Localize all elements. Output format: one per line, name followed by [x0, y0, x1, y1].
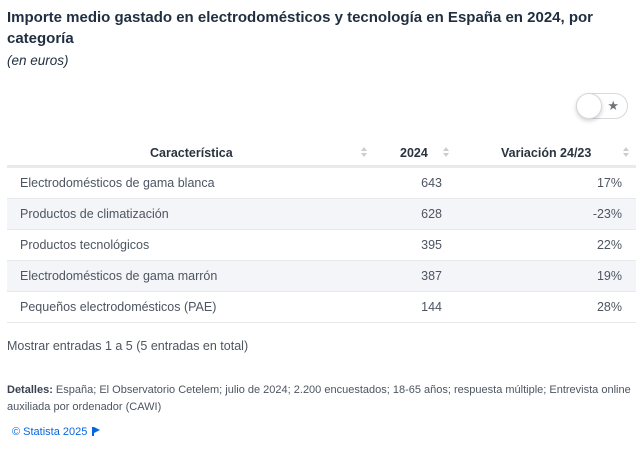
- sort-icon[interactable]: [442, 145, 450, 159]
- copyright-text[interactable]: © Statista 2025: [12, 426, 87, 438]
- page-title: Importe medio gastado en electrodoméstic…: [7, 7, 632, 49]
- column-header-2024[interactable]: 2024: [400, 146, 428, 160]
- details-body: España; El Observatorio Cetelem; julio d…: [7, 384, 631, 413]
- row-variation: 17%: [597, 176, 622, 190]
- row-name: Productos de climatización: [20, 207, 169, 221]
- row-name: Electrodomésticos de gama marrón: [20, 269, 217, 283]
- table-row: Electrodomésticos de gama marrón 387 19%: [7, 261, 636, 292]
- row-value: 395: [421, 238, 442, 252]
- table-row: Productos de climatización 628 -23%: [7, 199, 636, 230]
- entries-info: Mostrar entradas 1 a 5 (5 entradas en to…: [7, 339, 248, 353]
- row-value: 144: [421, 300, 442, 314]
- table-row: Productos tecnológicos 395 22%: [7, 230, 636, 261]
- row-value: 643: [421, 176, 442, 190]
- column-header-caracteristica[interactable]: Característica: [150, 146, 233, 160]
- data-table: Característica 2024 Variación 24/23 Elec…: [7, 139, 636, 323]
- row-value: 628: [421, 207, 442, 221]
- row-variation: 22%: [597, 238, 622, 252]
- row-variation: 28%: [597, 300, 622, 314]
- favorite-toggle[interactable]: ★: [576, 93, 628, 119]
- row-name: Electrodomésticos de gama blanca: [20, 176, 215, 190]
- sort-icon[interactable]: [360, 145, 368, 159]
- column-header-variacion[interactable]: Variación 24/23: [501, 146, 591, 160]
- row-name: Pequeños electrodomésticos (PAE): [20, 300, 216, 314]
- table-header: Característica 2024 Variación 24/23: [7, 139, 636, 168]
- row-variation: -23%: [593, 207, 622, 221]
- details-text: Detalles: España; El Observatorio Cetele…: [7, 382, 632, 416]
- table-row: Electrodomésticos de gama blanca 643 17%: [7, 168, 636, 199]
- table-row: Pequeños electrodomésticos (PAE) 144 28%: [7, 292, 636, 323]
- copyright-link[interactable]: © Statista 2025: [12, 426, 100, 438]
- flag-icon[interactable]: [92, 427, 100, 436]
- sort-icon[interactable]: [622, 145, 630, 159]
- row-value: 387: [421, 269, 442, 283]
- row-name: Productos tecnológicos: [20, 238, 149, 252]
- toggle-knob[interactable]: [576, 93, 602, 119]
- page-subtitle: (en euros): [7, 53, 69, 68]
- details-label: Detalles:: [7, 384, 53, 396]
- row-variation: 19%: [597, 269, 622, 283]
- star-icon: ★: [607, 98, 619, 114]
